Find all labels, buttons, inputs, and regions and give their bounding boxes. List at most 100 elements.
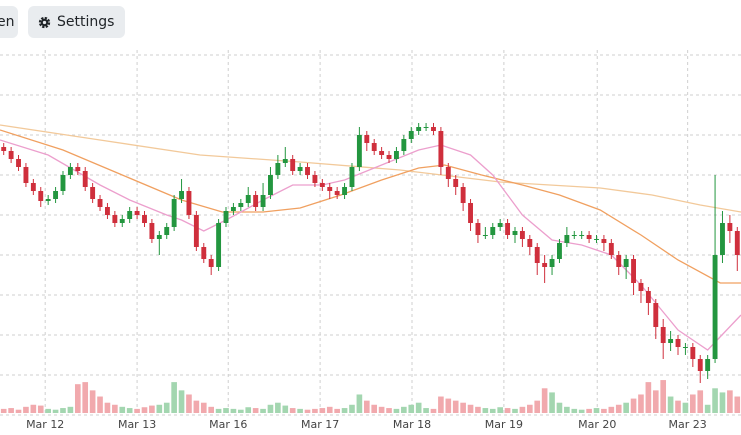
candle-body (645, 291, 651, 303)
candle-body (30, 183, 36, 191)
candle-body (616, 255, 622, 267)
candle-body (253, 195, 259, 207)
candle-body (23, 167, 29, 183)
volume-bar (326, 406, 333, 413)
volume-bar (638, 394, 644, 413)
candle-body (238, 203, 244, 207)
button-label: Settings (57, 14, 115, 30)
candle-body (356, 135, 362, 167)
x-tick-label: Mar 17 (301, 418, 339, 431)
candle-body (104, 207, 110, 215)
volume-bar (460, 402, 466, 413)
volume-bar (312, 408, 318, 413)
candle-body (156, 235, 162, 239)
candle-body (601, 239, 607, 243)
candle-body (727, 223, 733, 231)
candle-body (268, 175, 273, 195)
volume-bar (23, 406, 29, 413)
volume-bar (200, 402, 207, 413)
volume-bar (89, 390, 96, 413)
candle-body (549, 259, 555, 267)
x-tick-label: Mar 13 (118, 418, 156, 431)
volume-bar (74, 384, 81, 413)
candle-body (697, 359, 703, 371)
candle-body (542, 263, 548, 267)
candle-body (720, 223, 725, 255)
volume-bar (408, 404, 415, 413)
candle-body (186, 191, 192, 215)
volume-bar (734, 396, 741, 413)
candle-body (364, 135, 370, 143)
moving-average-line (0, 124, 741, 213)
candle-body (208, 259, 214, 267)
volume-bar (30, 404, 37, 413)
candle-body (149, 223, 155, 239)
candle-body (319, 183, 325, 187)
volume-bar (475, 406, 481, 413)
volume-bar (349, 404, 355, 413)
candle-body (690, 347, 696, 359)
volume-bar (163, 402, 170, 413)
candle-body (164, 227, 170, 235)
volume-bar (267, 404, 274, 413)
volume-bar (452, 400, 459, 413)
volume-bar (571, 408, 578, 413)
candle-body (90, 187, 96, 199)
volume-bar (519, 406, 526, 413)
candle-body (557, 243, 562, 259)
candle-body (460, 187, 466, 203)
volume-bar (719, 392, 726, 413)
volume-bar (482, 408, 489, 413)
x-tick-label: Mar 20 (578, 418, 616, 431)
candle-body (275, 163, 281, 175)
candle-body (38, 191, 44, 201)
volume-bar (193, 400, 200, 413)
volume-bar (363, 400, 370, 413)
candle-body (453, 179, 459, 187)
volume-bar (252, 408, 259, 413)
candle-body (438, 131, 444, 167)
volume-bar (534, 400, 541, 413)
candle-body (45, 199, 51, 201)
candle-body (290, 159, 296, 171)
settings-button[interactable]: Settings (28, 6, 125, 38)
candle-body (579, 235, 585, 236)
volume-bar (371, 404, 378, 413)
moving-average-line (0, 129, 741, 284)
volume-bar (497, 407, 503, 413)
candle-body (282, 159, 288, 163)
candle-body (134, 211, 140, 215)
open-button[interactable]: en (0, 6, 18, 38)
volume-bar (60, 408, 66, 413)
volume-bar (245, 407, 252, 413)
volume-bar (52, 409, 59, 413)
volume-bar (675, 400, 681, 413)
candle-body (519, 231, 525, 239)
toolbar: en Settings (0, 0, 741, 46)
x-tick-label: Mar 12 (26, 418, 64, 431)
volume-bar (45, 408, 51, 413)
candle-body (608, 243, 614, 255)
candle-body (179, 191, 184, 199)
volume-bar (601, 408, 607, 413)
volume-bar (682, 402, 689, 413)
candle-body (475, 223, 481, 235)
candle-body (97, 199, 103, 207)
candle-body (82, 171, 88, 187)
volume-bar (289, 408, 296, 413)
volume-bar (304, 409, 311, 413)
moving-average-line (0, 139, 741, 351)
volume-bar (549, 392, 555, 413)
candle-body (60, 175, 66, 191)
volume-bar (467, 404, 474, 413)
candle-body (564, 235, 570, 243)
volume-bar (526, 404, 533, 413)
volume-bar (556, 402, 563, 413)
candle-body (623, 259, 629, 267)
x-tick-label: Mar 18 (393, 418, 431, 431)
volume-bar (667, 396, 674, 413)
volume-bar (0, 408, 7, 413)
candle-body (312, 175, 318, 183)
candle-body (119, 219, 125, 223)
volume-bar (586, 408, 592, 413)
